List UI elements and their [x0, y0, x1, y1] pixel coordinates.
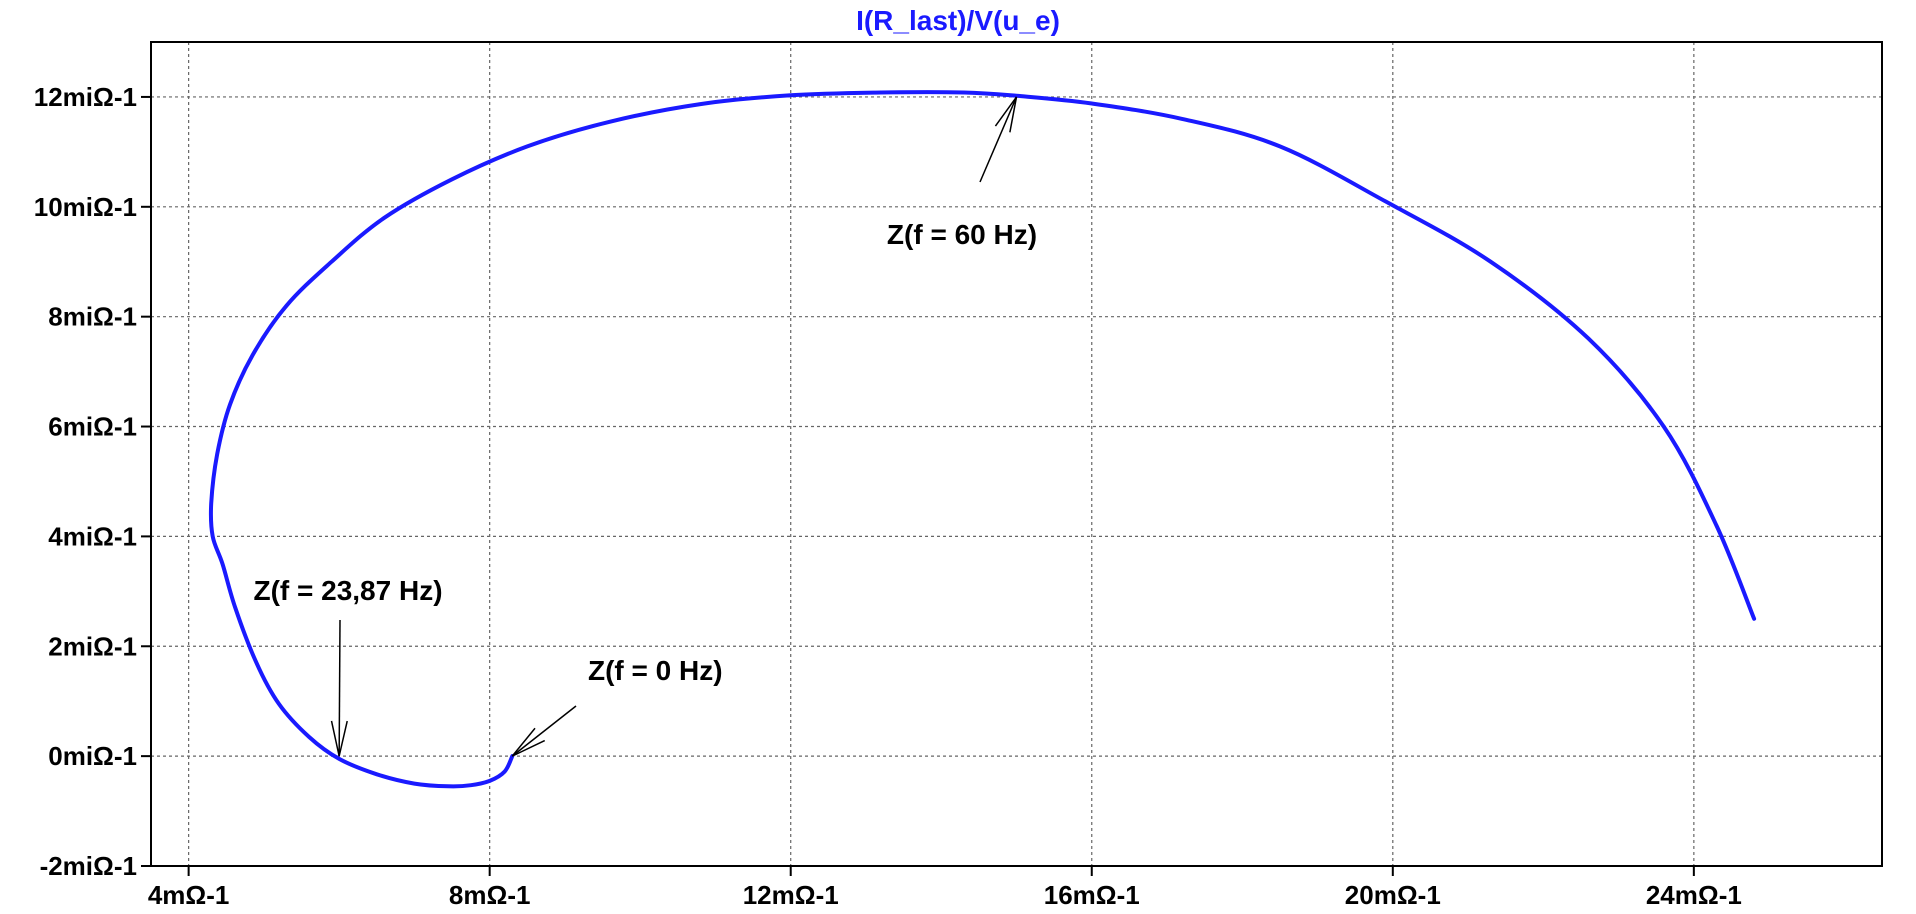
chart-title: I(R_last)/V(u_e)	[856, 5, 1060, 36]
annotation-label: Z(f = 23,87 Hz)	[253, 575, 442, 606]
y-tick-label: 8miΩ-1	[48, 302, 137, 332]
annotation-arrow-head	[1009, 96, 1018, 133]
annotation-label: Z(f = 60 Hz)	[887, 219, 1037, 250]
y-tick-label: 10miΩ-1	[34, 192, 137, 222]
x-tick-label: 20mΩ-1	[1345, 880, 1441, 910]
annotation-arrow-line	[338, 619, 341, 757]
y-tick-label: 4miΩ-1	[48, 521, 137, 551]
x-tick-label: 8mΩ-1	[449, 880, 531, 910]
y-tick-label: 2miΩ-1	[48, 631, 137, 661]
plot-frame	[150, 41, 1883, 867]
annotation-arrow-head	[330, 720, 340, 757]
annotation-arrow-line	[511, 705, 577, 757]
annotation-label: Z(f = 0 Hz)	[588, 655, 723, 686]
x-tick-label: 4mΩ-1	[148, 880, 230, 910]
y-tick-label: 12miΩ-1	[34, 82, 137, 112]
annotation-arrow-head	[994, 96, 1018, 127]
annotations: Z(f = 60 Hz) Z(f = 23,87 Hz) Z(f = 0 Hz)	[253, 96, 1037, 757]
grid-lines	[151, 42, 1882, 867]
annotation-arrow-head	[511, 727, 536, 757]
annotation-arrow-head	[511, 739, 546, 757]
axis-ticks: 4mΩ-1 8mΩ-1 12mΩ-1 16mΩ-1 20mΩ-1 24mΩ-1 -2miΩ-…	[34, 82, 1742, 910]
x-tick-label: 12mΩ-1	[743, 880, 839, 910]
y-tick-label: 0miΩ-1	[48, 741, 137, 771]
y-tick-label: 6miΩ-1	[48, 412, 137, 442]
y-tick-label: -2miΩ-1	[40, 851, 137, 881]
annotation-arrow-head	[338, 720, 348, 757]
x-tick-label: 24mΩ-1	[1646, 880, 1742, 910]
annotation-arrow-line	[979, 96, 1018, 183]
x-tick-label: 16mΩ-1	[1044, 880, 1140, 910]
series-curve	[208, 90, 1757, 789]
